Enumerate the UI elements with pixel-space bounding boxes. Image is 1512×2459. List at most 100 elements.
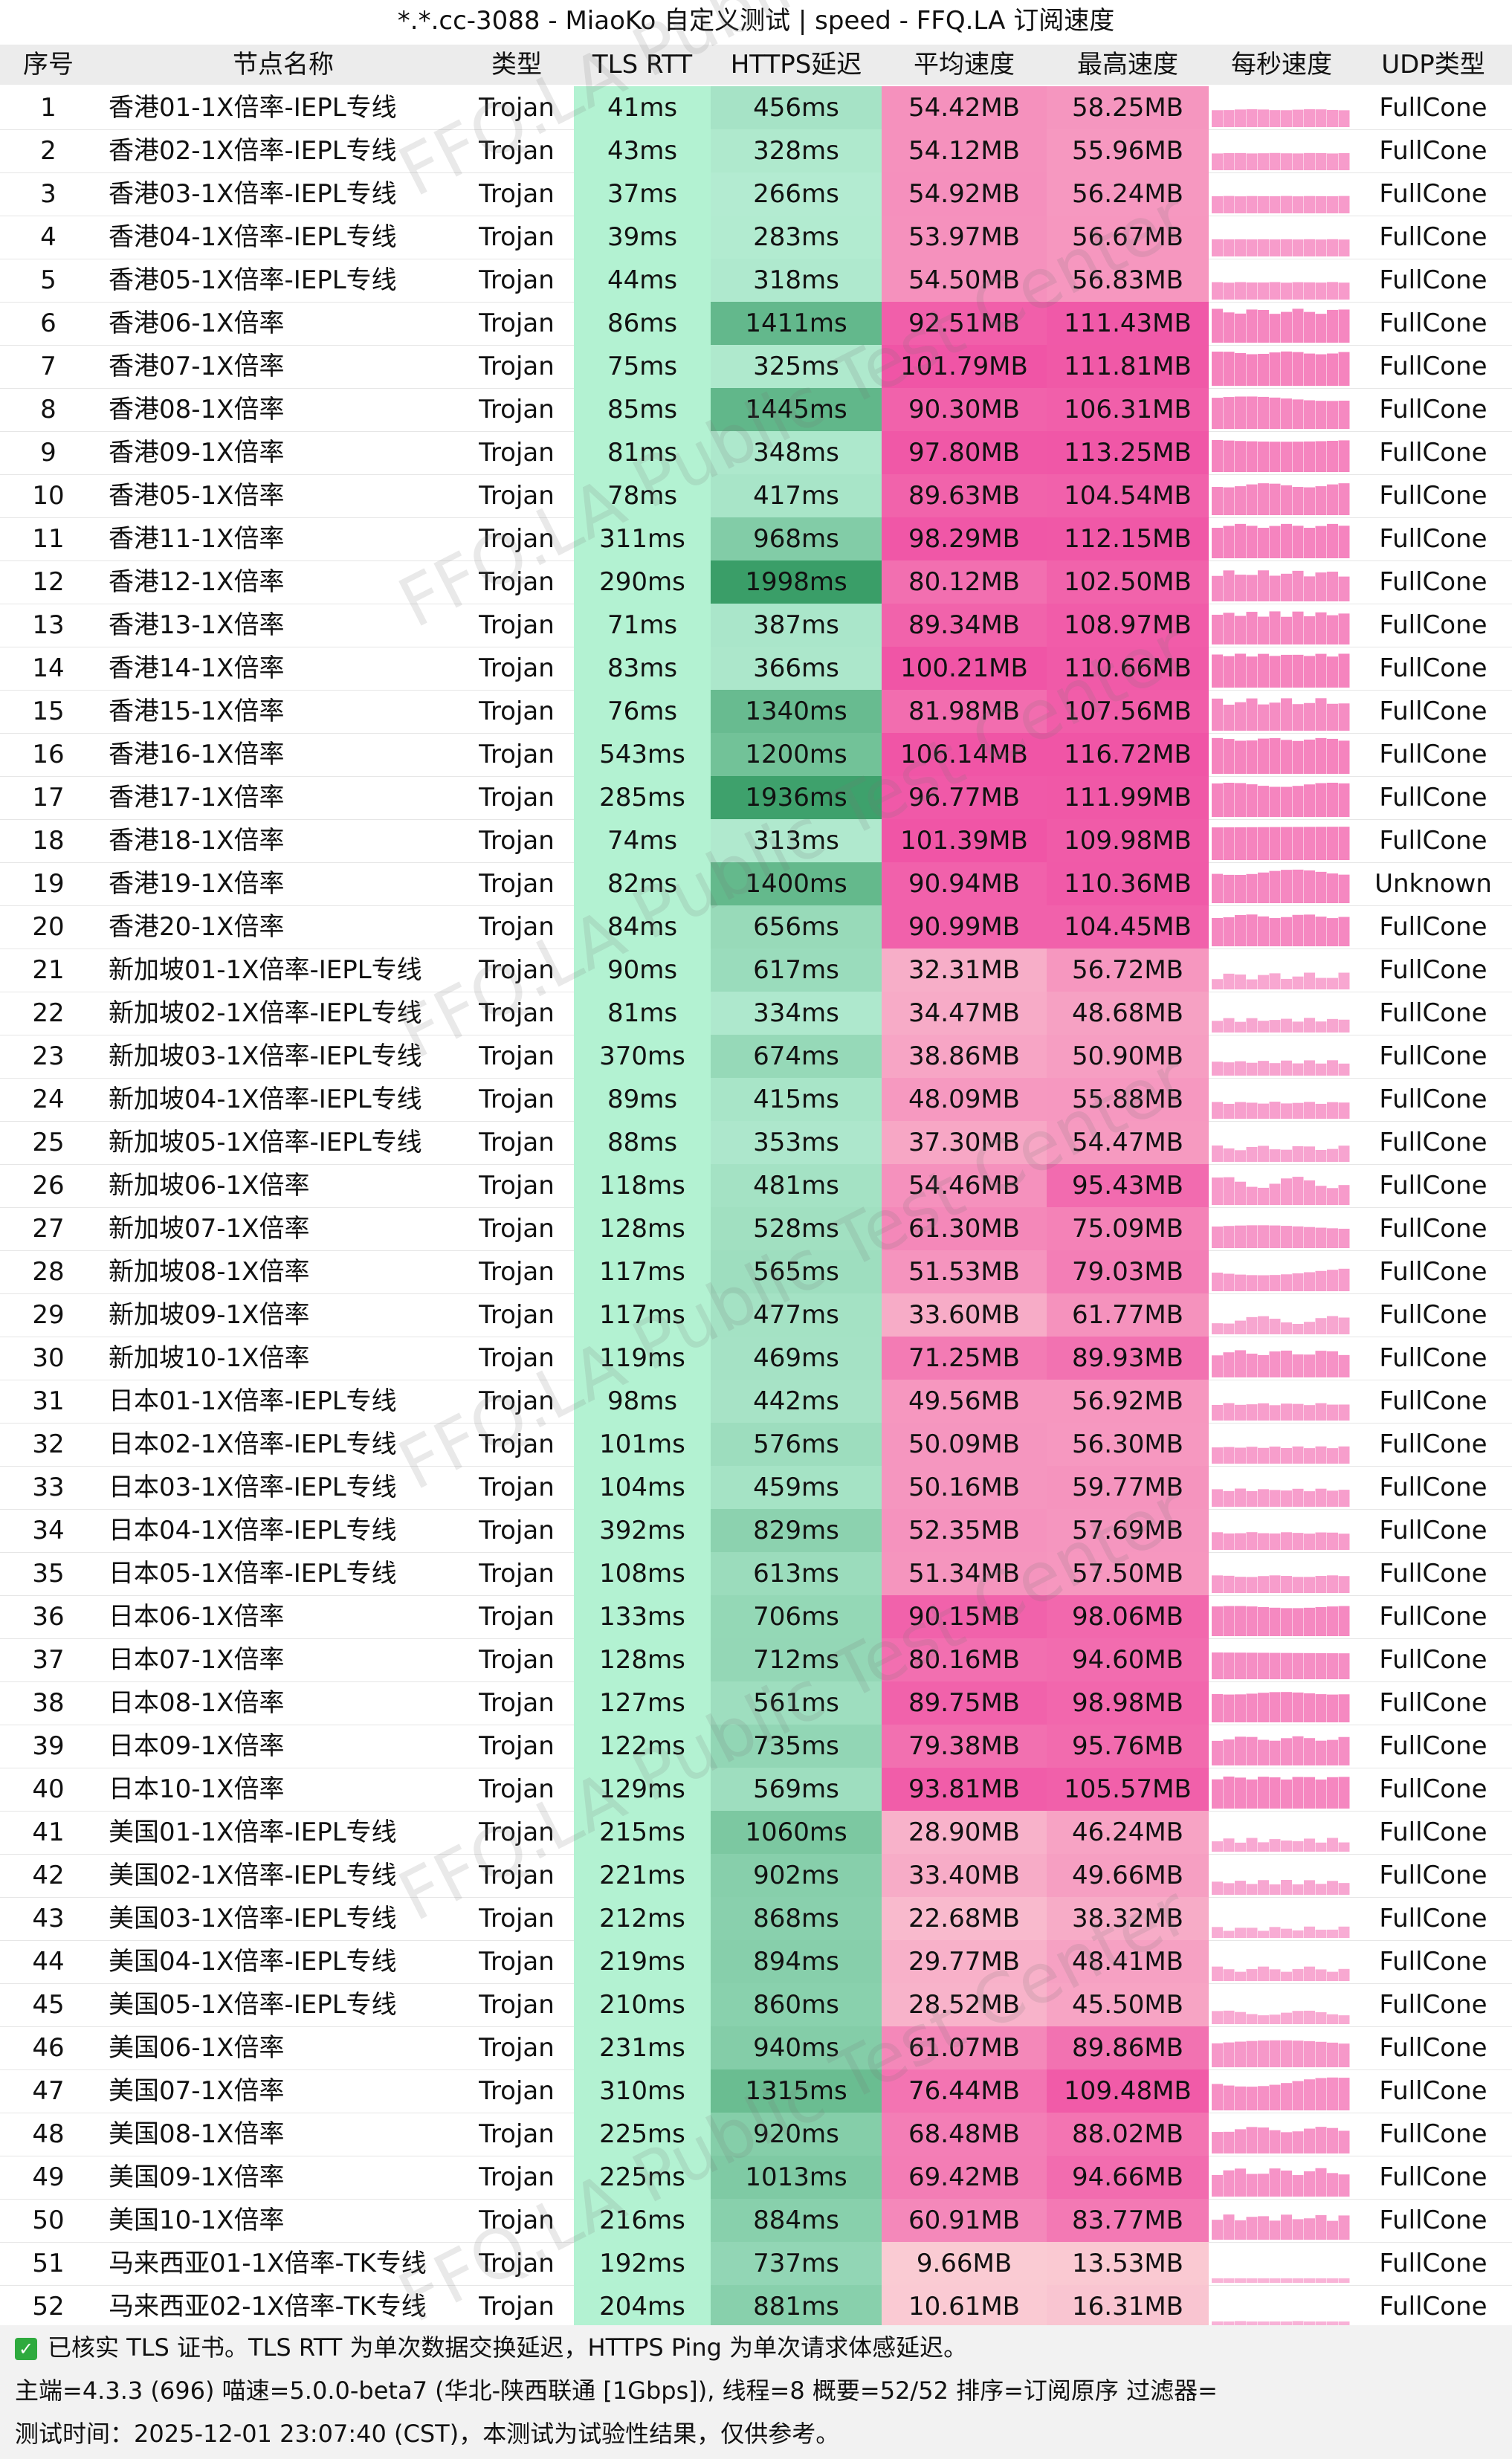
table-row[interactable]: 22 新加坡02-1X倍率-IEPL专线 Trojan 81ms 334ms 34.47M… [0, 992, 1512, 1035]
sparkline-bar [1258, 975, 1269, 989]
row-index: 11 [32, 524, 65, 554]
table-row[interactable]: 49 美国09-1X倍率 Trojan 225ms 1013ms 69.42MB 94.66… [0, 2156, 1512, 2200]
sparkline-bar [1281, 616, 1292, 644]
sparkline-chart [1212, 239, 1350, 256]
sparkline-bar [1258, 2278, 1269, 2283]
sparkline-bar [1235, 1577, 1246, 1593]
table-row[interactable]: 32 日本02-1X倍率-IEPL专线 Trojan 101ms 576ms 50.09M… [0, 1423, 1512, 1467]
table-row[interactable]: 15 香港15-1X倍率 Trojan 76ms 1340ms 81.98MB 107.56… [0, 690, 1512, 734]
table-row[interactable]: 23 新加坡03-1X倍率-IEPL专线 Trojan 370ms 674ms 38.86… [0, 1035, 1512, 1079]
table-row[interactable]: 45 美国05-1X倍率-IEPL专线 Trojan 210ms 860ms 28.52M… [0, 1983, 1512, 2027]
sparkline-bar [1246, 827, 1258, 860]
sparkline-chart [1212, 782, 1350, 817]
table-row[interactable]: 12 香港12-1X倍率 Trojan 290ms 1998ms 80.12MB 102.5… [0, 560, 1512, 604]
column-header-node-name[interactable]: 节点名称 [233, 50, 334, 80]
column-header-max-speed[interactable]: 最高速度 [1077, 50, 1178, 80]
column-header-index[interactable]: 序号 [23, 50, 74, 80]
avg-speed: 48.09MB [882, 1078, 1047, 1121]
table-row[interactable]: 38 日本08-1X倍率 Trojan 127ms 561ms 89.75MB 98.98M… [0, 1681, 1512, 1725]
table-row[interactable]: 42 美国02-1X倍率-IEPL专线 Trojan 221ms 902ms 33.40M… [0, 1854, 1512, 1898]
table-row[interactable]: 9 香港09-1X倍率 Trojan 81ms 348ms 97.80MB 113.25MB… [0, 431, 1512, 475]
table-row[interactable]: 35 日本05-1X倍率-IEPL专线 Trojan 108ms 613ms 51.34M… [0, 1552, 1512, 1596]
column-header-type[interactable]: 类型 [491, 50, 542, 80]
table-row[interactable]: 14 香港14-1X倍率 Trojan 83ms 366ms 100.21MB 110.66… [0, 647, 1512, 691]
table-row[interactable]: 2 香港02-1X倍率-IEPL专线 Trojan 43ms 328ms 54.12MB 5… [0, 129, 1512, 173]
table-row[interactable]: 21 新加坡01-1X倍率-IEPL专线 Trojan 90ms 617ms 32.31M… [0, 949, 1512, 992]
table-row[interactable]: 17 香港17-1X倍率 Trojan 285ms 1936ms 96.77MB 111.9… [0, 776, 1512, 820]
sparkline-bar [1315, 239, 1327, 256]
table-row[interactable]: 33 日本03-1X倍率-IEPL专线 Trojan 104ms 459ms 50.16M… [0, 1466, 1512, 1510]
table-row[interactable]: 3 香港03-1X倍率-IEPL专线 Trojan 37ms 266ms 54.92MB 5… [0, 172, 1512, 216]
table-row[interactable]: 11 香港11-1X倍率 Trojan 311ms 968ms 98.29MB 112.15… [0, 517, 1512, 561]
table-row[interactable]: 5 香港05-1X倍率-IEPL专线 Trojan 44ms 318ms 54.50MB 5… [0, 259, 1512, 303]
udp-type: FullCone [1379, 1774, 1487, 1804]
row-index: 29 [32, 1300, 65, 1330]
table-row[interactable]: 30 新加坡10-1X倍率 Trojan 119ms 469ms 71.25MB 89.93… [0, 1337, 1512, 1380]
table-row[interactable]: 40 日本10-1X倍率 Trojan 129ms 569ms 93.81MB 105.57… [0, 1768, 1512, 1812]
table-row[interactable]: 8 香港08-1X倍率 Trojan 85ms 1445ms 90.30MB 106.31M… [0, 388, 1512, 432]
sparkline-bar [1246, 1884, 1258, 1895]
table-row[interactable]: 19 香港19-1X倍率 Trojan 82ms 1400ms 90.94MB 110.36… [0, 862, 1512, 906]
table-row[interactable]: 41 美国01-1X倍率-IEPL专线 Trojan 215ms 1060ms 28.90… [0, 1811, 1512, 1855]
sparkline-bar [1246, 914, 1258, 946]
sparkline-bar [1223, 1062, 1235, 1076]
table-row[interactable]: 48 美国08-1X倍率 Trojan 225ms 920ms 68.48MB 88.02M… [0, 2113, 1512, 2156]
table-row[interactable]: 34 日本04-1X倍率-IEPL专线 Trojan 392ms 829ms 52.35M… [0, 1509, 1512, 1553]
table-row[interactable]: 31 日本01-1X倍率-IEPL专线 Trojan 98ms 442ms 49.56MB… [0, 1380, 1512, 1424]
table-row[interactable]: 37 日本07-1X倍率 Trojan 128ms 712ms 80.16MB 94.60M… [0, 1638, 1512, 1682]
per-second-speed-sparkline [1209, 604, 1354, 647]
row-index: 9 [40, 438, 56, 468]
sparkline-bar [1212, 239, 1223, 256]
sparkline-bar [1338, 2078, 1350, 2110]
column-header-avg-speed[interactable]: 平均速度 [914, 50, 1015, 80]
table-row[interactable]: 16 香港16-1X倍率 Trojan 543ms 1200ms 106.14MB 116.… [0, 733, 1512, 777]
column-header-udp-type[interactable]: UDP类型 [1381, 50, 1485, 80]
sparkline-bar [1327, 1575, 1338, 1593]
table-row[interactable]: 29 新加坡09-1X倍率 Trojan 117ms 477ms 33.60MB 61.77… [0, 1293, 1512, 1337]
table-row[interactable]: 43 美国03-1X倍率-IEPL专线 Trojan 212ms 868ms 22.68M… [0, 1897, 1512, 1941]
table-row[interactable]: 39 日本09-1X倍率 Trojan 122ms 735ms 79.38MB 95.76M… [0, 1725, 1512, 1768]
sparkline-chart [1212, 1532, 1350, 1550]
table-row[interactable]: 24 新加坡04-1X倍率-IEPL专线 Trojan 89ms 415ms 48.09M… [0, 1078, 1512, 1122]
column-header-tls-rtt[interactable]: TLS RTT [592, 50, 693, 80]
sparkline-bar [1246, 873, 1258, 903]
table-row[interactable]: 10 香港05-1X倍率 Trojan 78ms 417ms 89.63MB 104.54M… [0, 474, 1512, 518]
sparkline-bar [1235, 1736, 1246, 1765]
table-row[interactable]: 46 美国06-1X倍率 Trojan 231ms 940ms 61.07MB 89.86M… [0, 2026, 1512, 2070]
sparkline-bar [1315, 1884, 1327, 1895]
table-row[interactable]: 6 香港06-1X倍率 Trojan 86ms 1411ms 92.51MB 111.43M… [0, 302, 1512, 346]
sparkline-bar [1269, 1020, 1281, 1033]
table-row[interactable]: 20 香港20-1X倍率 Trojan 84ms 656ms 90.99MB 104.45M… [0, 905, 1512, 949]
table-row[interactable]: 47 美国07-1X倍率 Trojan 310ms 1315ms 76.44MB 109.4… [0, 2069, 1512, 2113]
table-row[interactable]: 1 香港01-1X倍率-IEPL专线 Trojan 41ms 456ms 54.42MB 5… [0, 86, 1512, 130]
column-header-per-second-speed[interactable]: 每秒速度 [1231, 50, 1332, 80]
table-row[interactable]: 36 日本06-1X倍率 Trojan 133ms 706ms 90.15MB 98.06M… [0, 1595, 1512, 1639]
sparkline-bar [1304, 1926, 1315, 1938]
table-row[interactable]: 4 香港04-1X倍率-IEPL专线 Trojan 39ms 283ms 53.97MB 5… [0, 216, 1512, 259]
column-header-https-latency[interactable]: HTTPS延迟 [730, 50, 862, 80]
table-row[interactable]: 52 马来西亚02-1X倍率-TK专线 Trojan 204ms 881ms 10.61M… [0, 2285, 1512, 2329]
sparkline-bar [1292, 1930, 1304, 1938]
table-row[interactable]: 44 美国04-1X倍率-IEPL专线 Trojan 219ms 894ms 29.77M… [0, 1940, 1512, 1984]
table-row[interactable]: 25 新加坡05-1X倍率-IEPL专线 Trojan 88ms 353ms 37.30M… [0, 1121, 1512, 1165]
table-row[interactable]: 7 香港07-1X倍率 Trojan 75ms 325ms 101.79MB 111.81M… [0, 345, 1512, 389]
max-speed: 75.09MB [1047, 1207, 1209, 1250]
sparkline-bar [1212, 575, 1223, 601]
table-row[interactable]: 50 美国10-1X倍率 Trojan 216ms 884ms 60.91MB 83.77M… [0, 2199, 1512, 2243]
sparkline-bar [1327, 1653, 1338, 1679]
sparkline-bar [1281, 196, 1292, 213]
per-second-speed-sparkline [1209, 2113, 1354, 2156]
table-row[interactable]: 27 新加坡07-1X倍率 Trojan 128ms 528ms 61.30MB 75.09… [0, 1207, 1512, 1251]
table-row[interactable]: 26 新加坡06-1X倍率 Trojan 118ms 481ms 54.46MB 95.43… [0, 1164, 1512, 1208]
table-row[interactable]: 13 香港13-1X倍率 Trojan 71ms 387ms 89.34MB 108.97M… [0, 604, 1512, 647]
https-latency: 1998ms [711, 560, 882, 604]
tls-rtt: 76ms [574, 690, 711, 733]
sparkline-bar [1258, 916, 1269, 946]
table-row[interactable]: 18 香港18-1X倍率 Trojan 74ms 313ms 101.39MB 109.98… [0, 819, 1512, 863]
sparkline-bar [1338, 1490, 1350, 1507]
table-row[interactable]: 51 马来西亚01-1X倍率-TK专线 Trojan 192ms 737ms 9.66MB… [0, 2242, 1512, 2286]
udp-type: FullCone [1379, 740, 1487, 769]
sparkline-bar [1223, 1323, 1235, 1334]
table-row[interactable]: 28 新加坡08-1X倍率 Trojan 117ms 565ms 51.53MB 79.03… [0, 1250, 1512, 1294]
row-index: 8 [40, 395, 56, 424]
